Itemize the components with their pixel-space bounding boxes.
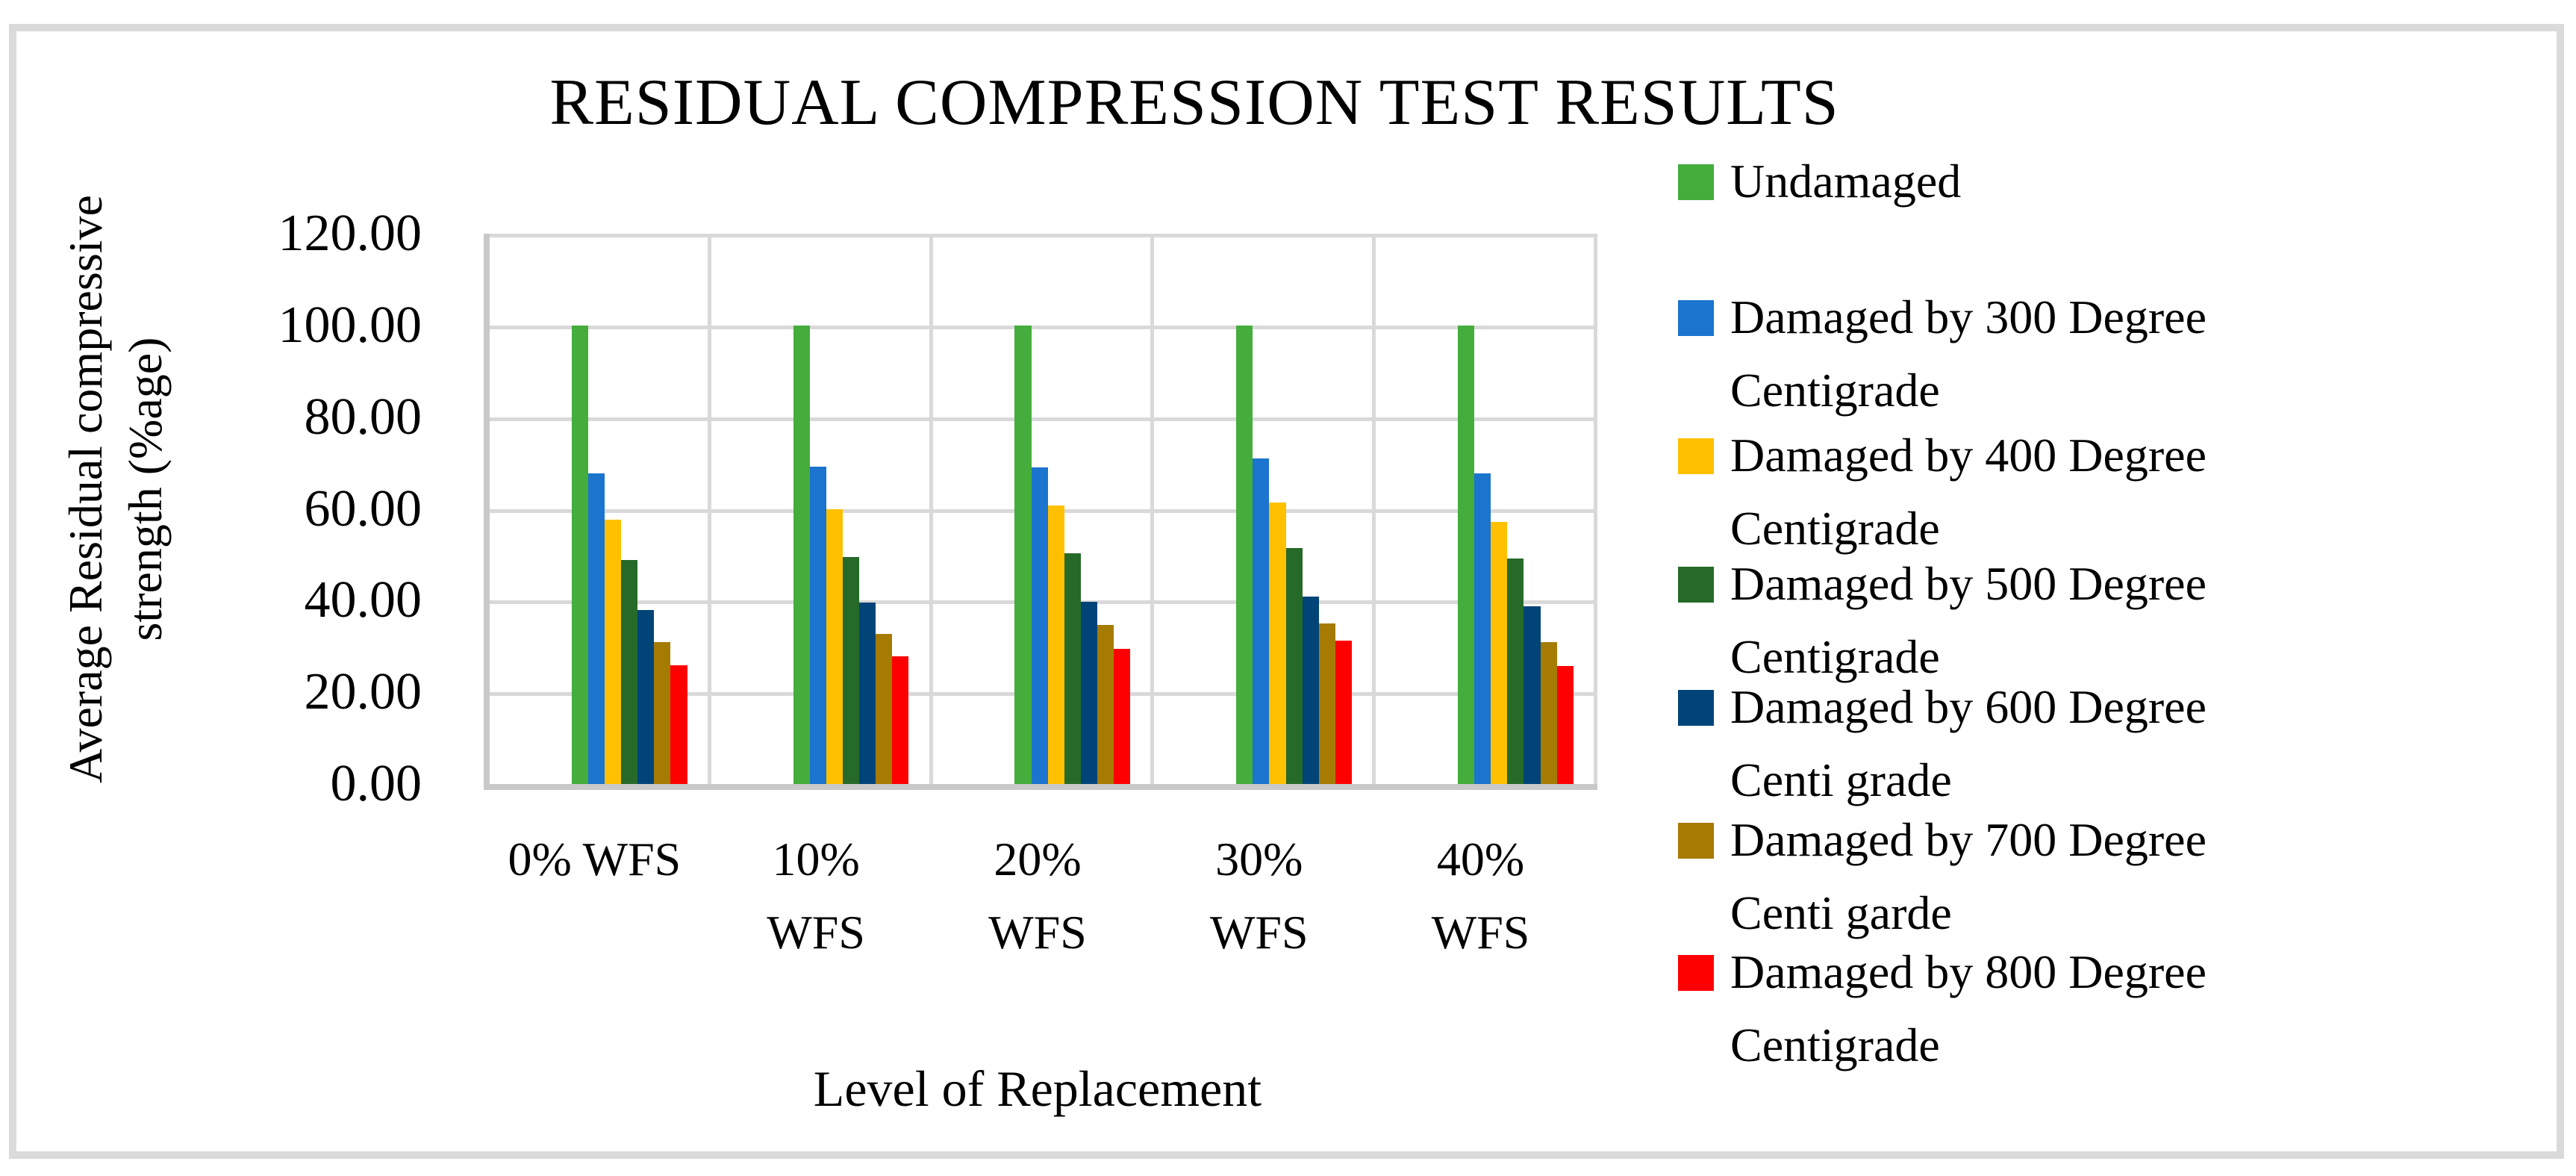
bar [1080, 601, 1097, 784]
bar [1014, 325, 1032, 784]
bar [1269, 502, 1286, 784]
gridline-horizontal [490, 325, 1597, 329]
bar [654, 641, 671, 784]
x-tick-label: 10% WFS [767, 833, 865, 959]
x-tick-label: 0% WFS [508, 833, 682, 886]
bar [621, 560, 638, 784]
chart-title: RESIDUAL COMPRESSION TEST RESULTS [549, 66, 1839, 139]
plot-area [484, 234, 1597, 790]
legend-swatch-icon [1678, 567, 1714, 603]
y-axis-title-line-2: strength (%age) [119, 337, 172, 641]
legend-swatch-icon [1678, 690, 1714, 726]
bar [892, 656, 909, 784]
y-tick-label: 120.00 [278, 205, 422, 262]
legend-label: Damaged by 400 Degree Centigrade [1730, 429, 2207, 555]
bar [1285, 548, 1303, 784]
legend-label: Damaged by 700 Degree Centi garde [1730, 813, 2207, 939]
legend-entry: Damaged by 400 Degree Centigrade [1678, 419, 2544, 565]
bar [1236, 325, 1253, 784]
legend-entry: Undamaged [1678, 145, 2544, 218]
bar [1047, 505, 1064, 784]
bar [1524, 606, 1541, 784]
gridline-vertical [707, 234, 711, 784]
bar [587, 473, 605, 784]
legend-entry: Damaged by 800 Degree Centigrade [1678, 936, 2544, 1082]
gridline-vertical [929, 234, 933, 784]
gridline-vertical [1594, 234, 1597, 784]
bar [826, 509, 843, 784]
bar [1318, 623, 1335, 784]
gridline-horizontal [490, 234, 1597, 237]
bar [1474, 473, 1491, 784]
x-tick-label: 30% WFS [1209, 833, 1309, 959]
y-axis-title-line-1: Average Residual compressive [59, 195, 112, 783]
legend-entry: Damaged by 700 Degree Centi garde [1678, 803, 2544, 950]
x-tick-label: 40% WFS [1431, 833, 1530, 959]
bar [1458, 325, 1475, 784]
legend-swatch-icon [1678, 438, 1714, 474]
legend-label: Damaged by 600 Degree Centi grade [1730, 680, 2207, 806]
x-axis-title: Level of Replacement [813, 1060, 1262, 1117]
bar [571, 325, 588, 784]
legend-entry: Damaged by 600 Degree Centi grade [1678, 671, 2544, 817]
bar-group-0-wfs [490, 234, 711, 784]
bar [842, 557, 860, 784]
legend-label: Damaged by 800 Degree Centigrade [1730, 945, 2207, 1071]
bar [1253, 458, 1270, 784]
bar [1540, 642, 1557, 784]
bar [859, 603, 876, 784]
y-tick-label: 0.00 [330, 755, 422, 812]
bar [1302, 596, 1319, 784]
bar [1491, 521, 1508, 784]
legend-label: Undamaged [1730, 155, 1962, 208]
bar [605, 520, 622, 784]
chart-legend: Undamaged Damaged by 300 Degree Centigrad… [1678, 0, 2544, 1176]
x-tick-label: 20% WFS [988, 833, 1087, 959]
gridline-vertical [1150, 234, 1155, 784]
legend-entry: Damaged by 500 Degree Centigrade [1678, 547, 2544, 694]
bar [637, 610, 655, 784]
y-tick-label: 40.00 [304, 571, 422, 629]
bar-group-30-wfs [1154, 234, 1376, 784]
legend-swatch-icon [1678, 164, 1714, 200]
bar [670, 665, 687, 784]
bar-group-40-wfs [1376, 234, 1597, 784]
y-tick-label: 100.00 [278, 296, 422, 354]
bar-group-20-wfs [933, 234, 1155, 784]
bar [1097, 624, 1114, 784]
bar [1064, 553, 1081, 784]
bar [1031, 467, 1048, 784]
gridline-vertical [1372, 234, 1376, 784]
bar [876, 633, 893, 784]
legend-label: Damaged by 300 Degree Centigrade [1730, 290, 2207, 417]
y-tick-label: 80.00 [304, 388, 422, 446]
bar [1114, 648, 1131, 784]
legend-swatch-icon [1678, 955, 1714, 991]
bar [1556, 665, 1574, 784]
legend-swatch-icon [1678, 823, 1714, 859]
bar-group-10-wfs [711, 234, 933, 784]
legend-entry: Damaged by 300 Degree Centigrade [1678, 281, 2544, 427]
bar [809, 467, 826, 784]
bar [1335, 641, 1352, 784]
legend-label: Damaged by 500 Degree Centigrade [1730, 557, 2207, 683]
y-tick-label: 20.00 [304, 663, 422, 721]
bar [1507, 558, 1524, 784]
bar [793, 325, 810, 784]
y-tick-label: 60.00 [304, 479, 422, 538]
y-axis-title: Average Residual compressive strength (%… [56, 146, 183, 833]
legend-swatch-icon [1678, 300, 1714, 336]
gridline-horizontal [490, 417, 1597, 421]
